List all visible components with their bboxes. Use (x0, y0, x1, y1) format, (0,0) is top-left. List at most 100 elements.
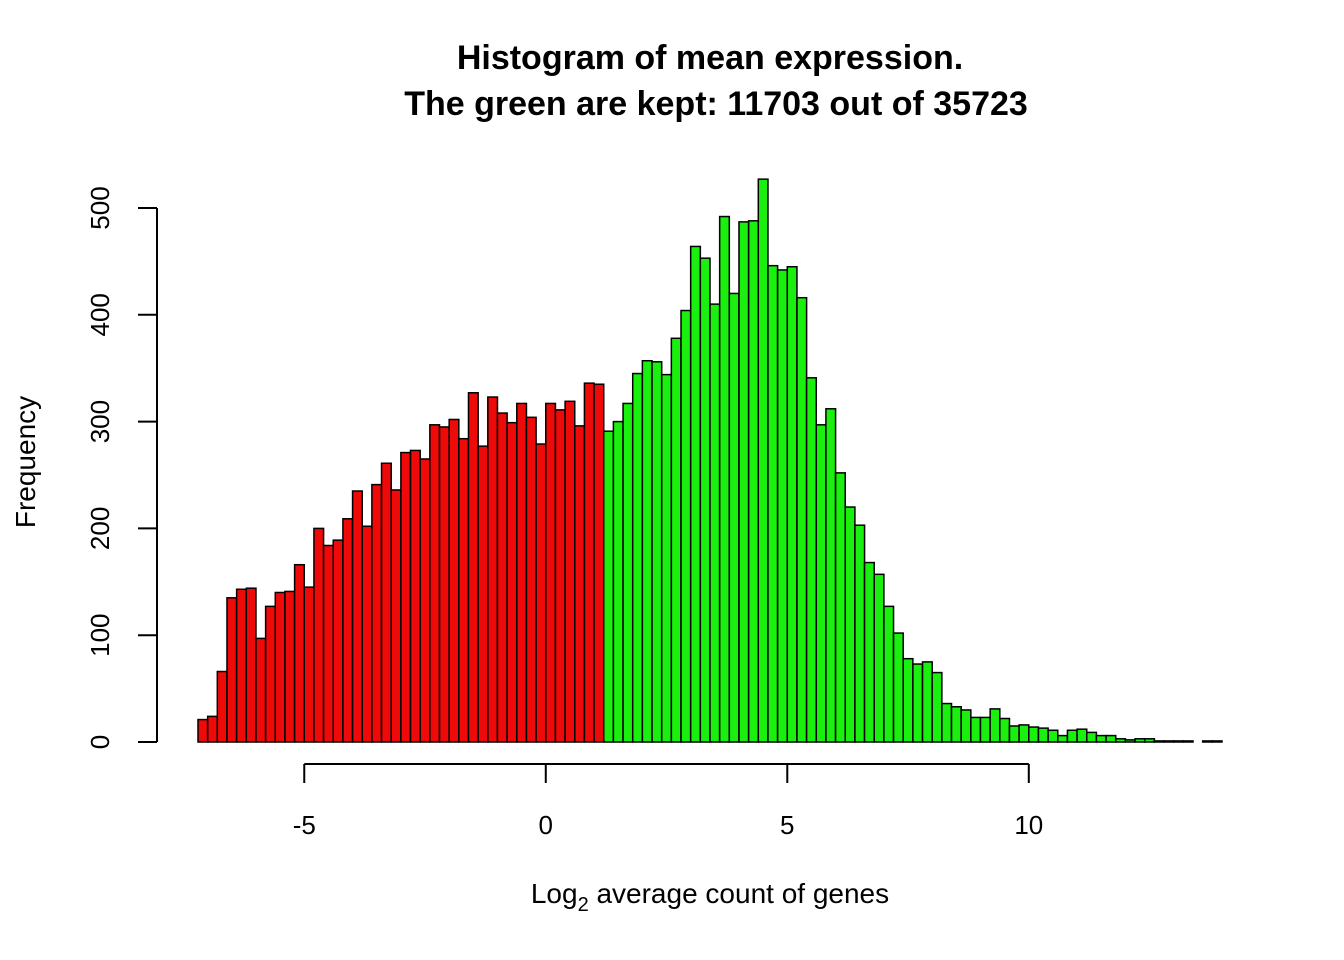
histogram-bar (844, 506, 856, 743)
histogram-bar (583, 382, 595, 743)
y-tick-label: 500 (85, 186, 115, 229)
histogram-bar (303, 586, 315, 743)
histogram-bar (805, 377, 818, 743)
histogram-bar (226, 597, 238, 743)
histogram-bar (496, 412, 508, 743)
histogram-bar (1076, 728, 1088, 743)
histogram-bar (419, 458, 431, 743)
histogram-bar (1037, 727, 1049, 743)
histogram-bar (1028, 726, 1040, 743)
chart-title-line1: Histogram of mean expression. (457, 39, 963, 77)
histogram-bar (593, 383, 605, 743)
histogram-bar (767, 264, 779, 743)
histogram-bar (1143, 738, 1156, 743)
y-axis-label: Frequency (10, 396, 41, 528)
y-tick-label: 200 (85, 507, 115, 550)
histogram-bar (1124, 739, 1136, 743)
histogram-bar (351, 490, 363, 743)
histogram-bar (1086, 731, 1098, 743)
histogram-bar (680, 309, 692, 743)
histogram-bar (689, 245, 702, 743)
histogram-bar (516, 402, 528, 743)
histogram-bar (255, 637, 267, 743)
histogram-bar (1018, 724, 1030, 743)
histogram-bar (332, 539, 344, 743)
histogram-bar (574, 425, 586, 743)
histogram-bar (602, 430, 615, 743)
histogram-bar (921, 661, 933, 743)
histogram-bar (950, 706, 962, 743)
histogram-bar (854, 524, 866, 743)
histogram-bar (612, 420, 624, 743)
histogram-bar (631, 372, 644, 743)
histogram-bar (1201, 740, 1214, 743)
histogram-bar (670, 337, 682, 743)
histogram-bar (274, 591, 286, 743)
histogram-bar (999, 717, 1011, 743)
histogram-bar (747, 220, 760, 743)
histogram-bar (1172, 740, 1185, 743)
histogram-bar (834, 472, 846, 743)
histogram-bar (912, 663, 924, 743)
histogram-bar (380, 462, 392, 743)
histogram-bar (902, 657, 914, 743)
histogram-bar (506, 421, 518, 743)
histogram-bar (1153, 740, 1165, 743)
histogram-bar (815, 424, 827, 743)
histogram-bar (477, 445, 489, 743)
histogram-bar (438, 426, 450, 743)
histogram-bar (622, 402, 634, 743)
histogram-bar (989, 708, 1001, 743)
histogram-bar (873, 573, 885, 743)
histogram-bar (545, 402, 557, 743)
histogram-bar (1066, 729, 1078, 743)
histogram-bar (699, 257, 711, 743)
histogram-bar (786, 265, 798, 743)
histogram-bar (554, 409, 566, 743)
histogram-bar (216, 670, 228, 743)
histogram-bar (1105, 734, 1117, 743)
y-tick-label: 100 (85, 614, 115, 657)
histogram-bar (400, 451, 412, 743)
x-axis-label-suffix: average count of genes (589, 878, 889, 909)
histogram-bar (448, 418, 460, 743)
histogram-bar (361, 525, 373, 743)
x-tick-label: 10 (1014, 810, 1043, 840)
histogram-bar (322, 544, 334, 743)
histogram-bar (892, 632, 904, 743)
histogram-bar (728, 292, 740, 743)
histogram-bar (1047, 729, 1059, 743)
histogram-bar (206, 715, 219, 743)
histogram-bar (371, 483, 383, 743)
histogram-bar (970, 716, 982, 743)
histogram-bar (931, 671, 943, 743)
histogram-bar (1057, 734, 1069, 743)
x-axis-label-subscript: 2 (578, 894, 589, 916)
histogram-bar (709, 303, 721, 743)
histogram-bar (1095, 734, 1107, 743)
y-axis: 0 100 200 300 400 500 (85, 186, 158, 749)
x-axis: -5 0 5 10 (293, 763, 1043, 840)
histogram-bar (487, 396, 499, 743)
histogram-bar (284, 590, 296, 743)
histogram-bar (235, 588, 248, 743)
histogram-bar (429, 424, 441, 743)
x-tick-label: 5 (780, 810, 794, 840)
histogram-bar (458, 437, 470, 743)
histogram-bar (738, 221, 750, 743)
x-axis-label-prefix: Log (531, 878, 578, 909)
x-tick-label: -5 (293, 810, 316, 840)
histogram-bar (293, 563, 306, 743)
histogram-bar (776, 269, 789, 743)
y-tick-label: 0 (85, 735, 115, 749)
histogram-bar (342, 518, 354, 743)
histogram-bar (1182, 740, 1194, 743)
histogram-bar (525, 416, 537, 743)
histogram-bar (960, 709, 972, 743)
histogram-bar (1008, 725, 1020, 743)
histogram-bar (1163, 740, 1175, 743)
histogram-bar (796, 296, 808, 743)
histogram-bar (467, 392, 479, 743)
